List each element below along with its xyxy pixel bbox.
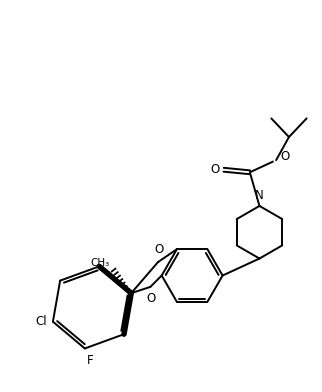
Text: O: O	[211, 163, 220, 176]
Text: F: F	[86, 354, 93, 367]
Text: O: O	[146, 292, 156, 305]
Text: O: O	[281, 151, 290, 163]
Text: N: N	[255, 189, 264, 202]
Text: Cl: Cl	[35, 315, 47, 328]
Text: CH₃: CH₃	[90, 258, 110, 269]
Text: O: O	[154, 243, 163, 256]
